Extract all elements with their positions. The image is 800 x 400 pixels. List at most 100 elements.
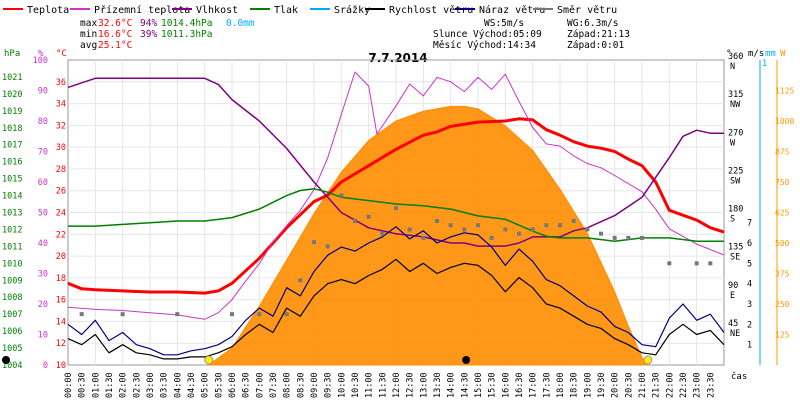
tick-label-time: 16:00: [501, 372, 511, 398]
stat-min-temp: 16.6°C: [98, 29, 132, 40]
tick-label-time: 14:30: [460, 372, 470, 398]
wind-direction-mark: [421, 235, 426, 240]
tick-label-dir-cardinal: NW: [730, 100, 741, 110]
wind-direction-mark: [517, 231, 521, 236]
tick-label-dir: 90: [728, 281, 738, 291]
tick-label-time: 03:30: [160, 372, 170, 398]
tick-label-hpa: 1017: [2, 141, 22, 151]
tick-label-dir: 45: [728, 319, 738, 329]
series-line-n-raz-v-tru: [67, 226, 725, 356]
tick-label-time: 13:30: [433, 372, 443, 398]
tick-label-time: 12:00: [392, 372, 402, 398]
axis-ticks: 1004100510061007100810091010101110121013…: [2, 52, 794, 398]
tick-label-time: 05:00: [201, 372, 211, 398]
wind-direction-mark: [230, 312, 234, 317]
wind-direction-mark: [667, 261, 672, 266]
wind-direction-mark: [353, 218, 357, 223]
stat-ws: WS:5m/s: [484, 18, 524, 29]
tick-label-pct: 40: [38, 239, 48, 249]
series-line-p-zemn-teplota: [67, 71, 725, 320]
tick-label-temp: 32: [56, 121, 66, 131]
tick-label-time: 23:30: [706, 372, 716, 398]
wind-direction-mark: [476, 223, 480, 228]
tick-label-hpa: 1011: [2, 242, 22, 252]
tick-label-pct: 90: [38, 87, 48, 97]
axis-unit-temp: °C: [56, 49, 67, 59]
stat-max-rain: 0.0mm: [226, 18, 255, 29]
tick-label-dir-cardinal: N: [730, 62, 735, 72]
tick-label-pct: 10: [38, 331, 48, 341]
sunset-marker: [643, 355, 653, 365]
wind-direction-mark: [503, 227, 508, 232]
tick-label-temp: 30: [56, 143, 66, 153]
tick-label-mm: 1: [762, 59, 767, 69]
tick-label-temp: 26: [56, 187, 66, 197]
tick-label-w: 500: [775, 239, 790, 248]
tick-label-temp: 10: [56, 361, 66, 371]
tick-label-hpa: 1016: [2, 158, 22, 168]
tick-label-time: 11:00: [365, 372, 375, 398]
tick-label-time: 00:00: [64, 372, 74, 398]
tick-label-ms: 6: [747, 239, 752, 249]
tick-label-hpa: 1004: [2, 361, 22, 371]
wind-direction-mark: [599, 231, 603, 236]
stat-moon: Měsíc Východ:14:34: [433, 40, 536, 51]
tick-label-time: 18:00: [556, 372, 566, 398]
tick-label-time: 05:30: [214, 372, 224, 398]
wind-direction-mark: [366, 214, 371, 219]
wind-direction-mark: [407, 227, 412, 232]
tick-label-time: 08:00: [283, 372, 293, 398]
tick-label-time: 01:30: [105, 372, 115, 398]
tick-label-time: 02:00: [119, 372, 129, 398]
tick-label-time: 17:00: [529, 372, 539, 398]
wind-direction-mark: [694, 261, 699, 266]
axis-unit-dir: °: [726, 49, 731, 59]
sun-moon-markers: [2, 355, 653, 365]
tick-label-temp: 16: [56, 296, 66, 306]
tick-label-hpa: 1009: [2, 276, 22, 286]
tick-label-hpa: 1012: [2, 225, 22, 235]
tick-label-time: 07:00: [255, 372, 265, 398]
tick-label-time: 02:30: [132, 372, 142, 398]
tick-label-hpa: 1005: [2, 344, 22, 354]
tick-label-temp: 14: [56, 317, 66, 327]
tick-label-w: 625: [775, 209, 790, 218]
wind-direction-mark: [626, 235, 631, 240]
tick-label-temp: 22: [56, 230, 66, 240]
series-lines: [67, 71, 725, 360]
legend-label: Tlak: [274, 5, 298, 16]
tick-label-pct: 80: [38, 117, 48, 127]
tick-label-hpa: 1013: [2, 209, 22, 219]
tick-label-pct: 0: [43, 361, 48, 371]
stat-avg-temp: 25.1°C: [98, 40, 132, 51]
tick-label-time: 08:30: [296, 372, 306, 398]
wind-direction-mark: [120, 312, 125, 317]
tick-label-dir-cardinal: SE: [730, 253, 740, 263]
tick-label-temp: 20: [56, 252, 66, 262]
tick-label-w: 875: [775, 148, 790, 157]
tick-label-time: 19:00: [583, 372, 593, 398]
stat-max-label: max: [80, 18, 97, 29]
series-line-vlhkost: [67, 77, 724, 247]
tick-label-dir: 315: [728, 90, 743, 100]
tick-label-time: 23:00: [693, 372, 703, 398]
wind-direction-mark: [175, 312, 180, 317]
wind-direction-mark: [284, 312, 289, 317]
tick-label-dir-cardinal: SW: [730, 176, 741, 186]
wind-direction-mark: [544, 223, 549, 228]
tick-label-hpa: 1021: [2, 73, 22, 83]
tick-label-hpa: 1015: [2, 175, 22, 185]
tick-label-pct: 30: [38, 270, 48, 280]
series-line-teplota: [67, 117, 725, 295]
axis-units: hPa % °C ° m/s mm W čas: [4, 49, 786, 382]
legend-label: Srážky: [334, 4, 370, 16]
wind-direction-mark: [298, 278, 303, 283]
tick-label-w: 375: [775, 270, 790, 279]
legend-label: Náraz větru: [479, 4, 545, 16]
stat-max-temp: 32.6°C: [98, 18, 132, 29]
wind-direction-mark: [448, 223, 453, 228]
stat-moon-set: Západ:0:01: [567, 40, 624, 51]
wind-direction-mark: [585, 227, 590, 232]
stat-wg: WG:6.3m/s: [567, 18, 618, 29]
tick-label-hpa: 1014: [2, 192, 22, 202]
